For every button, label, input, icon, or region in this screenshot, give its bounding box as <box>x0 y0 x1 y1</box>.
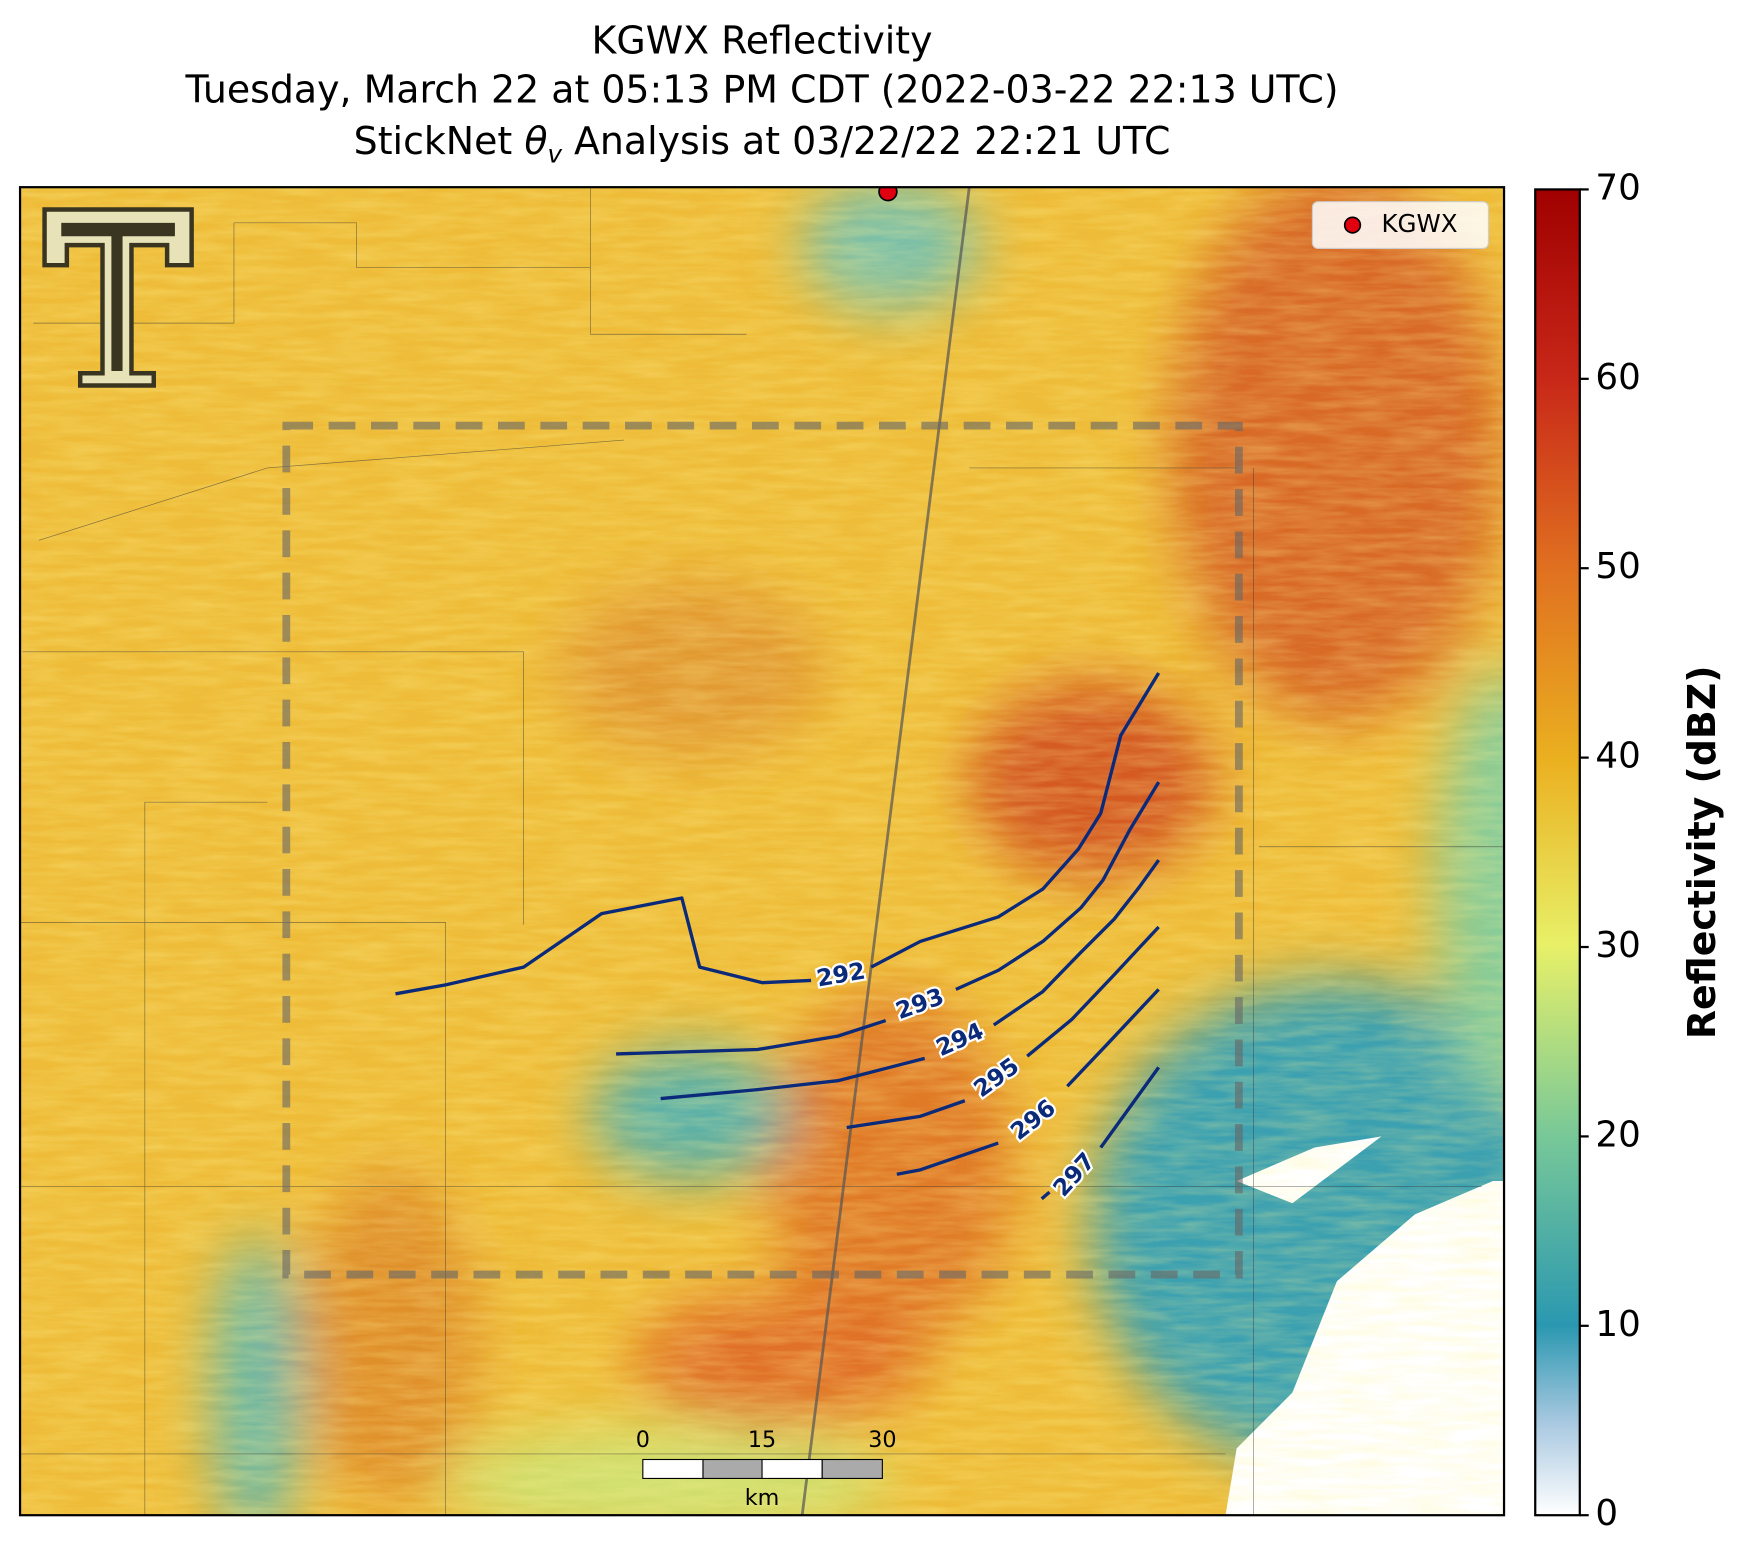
colorbar-tick-label: 60 <box>1595 357 1640 398</box>
title: KGWX Reflectivity Tuesday, March 22 at 0… <box>185 19 1339 169</box>
colorbar-tick-label: 50 <box>1595 546 1640 587</box>
title-line: Tuesday, March 22 at 05:13 PM CDT (2022-… <box>185 68 1339 112</box>
colorbar-tick-label: 30 <box>1595 925 1640 966</box>
colorbar-tick-label: 40 <box>1595 736 1640 777</box>
ttu-logo <box>42 207 194 388</box>
colorbar-tick-label: 20 <box>1595 1114 1640 1155</box>
scalebar-unit: km <box>745 1485 780 1511</box>
scalebar-label: 0 <box>636 1427 650 1453</box>
colorbar <box>1534 188 1581 1517</box>
title-subscript: v <box>547 140 562 169</box>
radar-site <box>878 187 898 202</box>
legend-label: KGWX <box>1381 209 1457 238</box>
title-symbol: θ <box>524 119 547 163</box>
colorbar-tick-label: 10 <box>1595 1304 1640 1345</box>
title-part: StickNet <box>354 119 525 163</box>
scalebar-label: 30 <box>868 1427 896 1453</box>
colorbar-tick-label: 0 <box>1595 1493 1618 1534</box>
scalebar-label: 15 <box>748 1427 776 1453</box>
map-frame <box>18 186 1506 1517</box>
radar-map <box>20 187 1505 1516</box>
title-part: Analysis at 03/22/22 22:21 UTC <box>562 119 1170 163</box>
legend: KGWX <box>1311 201 1489 250</box>
title-line: KGWX Reflectivity <box>592 19 933 63</box>
colorbar-tick-label: 70 <box>1595 167 1640 208</box>
colorbar-label: Reflectivity (dBZ) <box>1680 665 1724 1039</box>
title-line: StickNet θv Analysis at 03/22/22 22:21 U… <box>354 119 1171 169</box>
contours <box>395 672 1161 1201</box>
scalebar: km <box>642 1458 883 1511</box>
